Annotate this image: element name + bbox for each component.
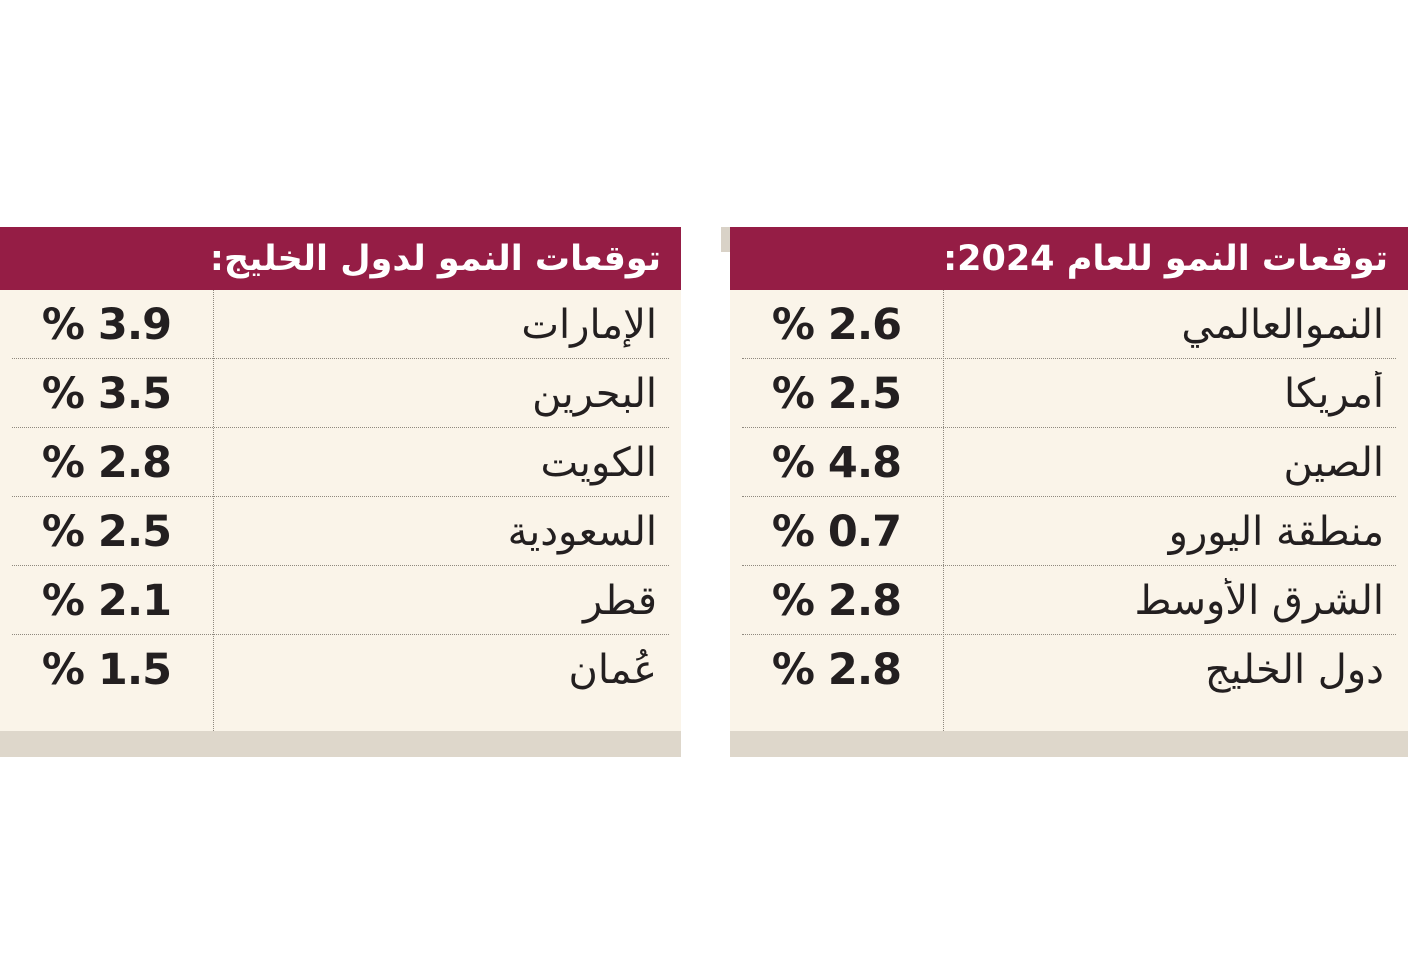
row-label: السعودية	[507, 508, 657, 555]
table-row: البحرين % 3.5	[0, 359, 681, 428]
table-gulf-forecast-body: الإمارات % 3.9 البحرين % 3.5 الكويت % 2.…	[0, 290, 681, 731]
table-forecast-2024: توقعات النمو للعام 2024: النموالعالمي % …	[721, 227, 1408, 757]
row-label: منطقة اليورو	[1168, 508, 1384, 555]
row-value: % 2.1	[41, 575, 172, 626]
row-label: قطر	[582, 577, 657, 624]
table-forecast-2024-body: النموالعالمي % 2.6 أمريكا % 2.5 الصين % …	[730, 290, 1408, 731]
row-value: % 0.7	[771, 506, 902, 557]
header-notch-decoration	[721, 227, 730, 252]
table-row: الإمارات % 3.9	[0, 290, 681, 359]
table-forecast-2024-title: توقعات النمو للعام 2024:	[943, 238, 1388, 279]
row-label: أمريكا	[1283, 370, 1384, 417]
row-label: النموالعالمي	[1181, 301, 1384, 348]
table-footer-bar	[730, 731, 1408, 757]
table-gulf-forecast: توقعات النمو لدول الخليج: الإمارات % 3.9…	[0, 227, 681, 757]
column-divider	[943, 290, 944, 731]
table-row: السعودية % 2.5	[0, 497, 681, 566]
table-row: النموالعالمي % 2.6	[730, 290, 1408, 359]
row-value: % 2.8	[771, 644, 902, 695]
row-value: % 4.8	[771, 437, 902, 488]
table-row: منطقة اليورو % 0.7	[730, 497, 1408, 566]
table-row: الكويت % 2.8	[0, 428, 681, 497]
row-label: الإمارات	[521, 301, 657, 348]
table-row: الشرق الأوسط % 2.8	[730, 566, 1408, 635]
table-row: قطر % 2.1	[0, 566, 681, 635]
row-value: % 2.8	[771, 575, 902, 626]
table-row: أمريكا % 2.5	[730, 359, 1408, 428]
row-value: % 1.5	[41, 644, 172, 695]
row-value: % 2.5	[771, 368, 902, 419]
table-row: عُمان % 1.5	[0, 635, 681, 704]
table-gulf-forecast-header: توقعات النمو لدول الخليج:	[0, 227, 681, 290]
column-divider	[213, 290, 214, 731]
row-label: الكويت	[540, 439, 657, 486]
row-label: عُمان	[568, 646, 657, 693]
row-value: % 2.8	[41, 437, 172, 488]
table-row: دول الخليج % 2.8	[730, 635, 1408, 704]
row-value: % 2.5	[41, 506, 172, 557]
row-value: % 3.5	[41, 368, 172, 419]
row-label: الشرق الأوسط	[1134, 577, 1384, 624]
table-gulf-forecast-title: توقعات النمو لدول الخليج:	[209, 238, 661, 279]
row-label: البحرين	[532, 370, 657, 417]
table-row: الصين % 4.8	[730, 428, 1408, 497]
row-value: % 2.6	[771, 299, 902, 350]
table-footer-bar	[0, 731, 681, 757]
row-label: دول الخليج	[1204, 646, 1384, 693]
row-label: الصين	[1283, 439, 1384, 486]
row-value: % 3.9	[41, 299, 172, 350]
table-forecast-2024-header: توقعات النمو للعام 2024:	[721, 227, 1408, 290]
